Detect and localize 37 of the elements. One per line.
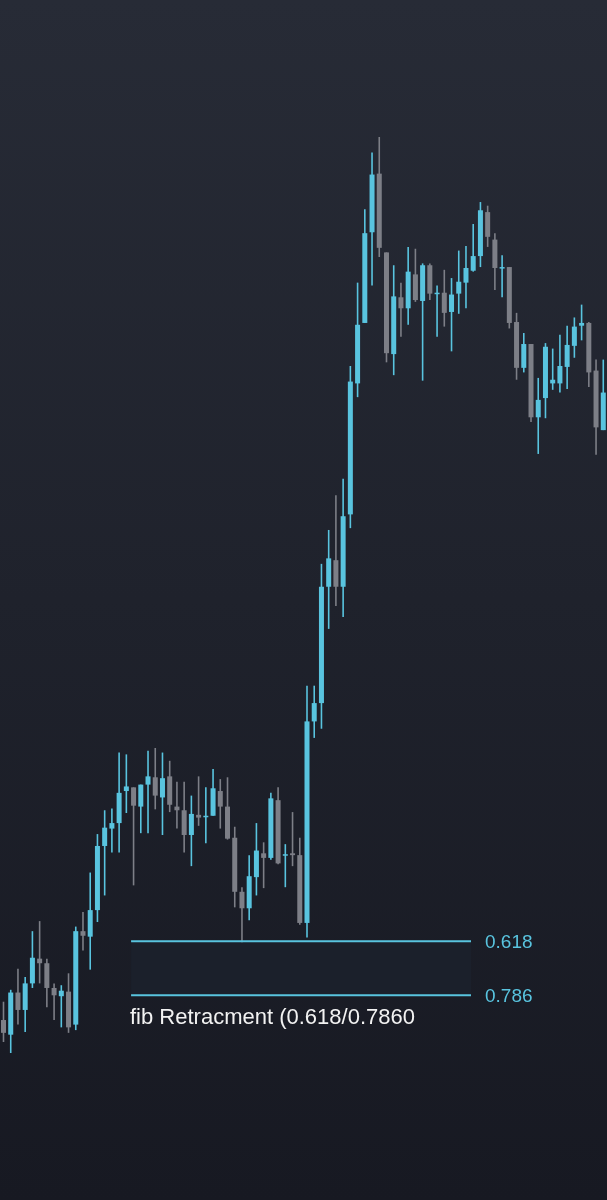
candlestick — [499, 254, 505, 299]
annotation: fib Retracment (0.618/0.7860 — [130, 1004, 415, 1030]
candlestick — [441, 269, 447, 328]
candlestick — [571, 316, 577, 359]
candlestick — [521, 332, 527, 374]
candlestick — [15, 967, 21, 1026]
candlestick — [196, 775, 202, 827]
candlestick — [152, 747, 158, 811]
candlestick — [470, 223, 476, 273]
candlestick — [51, 982, 57, 1021]
candlestick — [261, 841, 267, 889]
candlestick — [217, 778, 223, 830]
candlestick — [311, 684, 317, 739]
candlestick — [80, 911, 86, 952]
candlestick — [579, 303, 585, 342]
candlestick — [109, 807, 115, 854]
candlestick — [102, 809, 108, 897]
candlestick — [535, 377, 541, 455]
candlestick — [138, 783, 144, 834]
candlestick — [290, 811, 296, 867]
candlestick — [159, 751, 165, 836]
annotation: 0.786 — [485, 985, 533, 1007]
annotation: 0.618 — [485, 930, 533, 952]
candlestick — [557, 334, 563, 394]
candlestick — [449, 277, 455, 353]
candlestick — [456, 249, 462, 315]
candlestick — [1, 1000, 6, 1043]
candlestick — [282, 843, 288, 888]
candlestick — [58, 984, 64, 1029]
candlestick — [131, 786, 137, 887]
candlestick — [188, 794, 194, 867]
candlestick — [145, 749, 151, 834]
candlestick — [564, 324, 570, 390]
candlestick — [123, 753, 129, 814]
candlestick — [398, 281, 404, 338]
candlestick — [463, 245, 469, 310]
candlestick — [239, 886, 245, 943]
